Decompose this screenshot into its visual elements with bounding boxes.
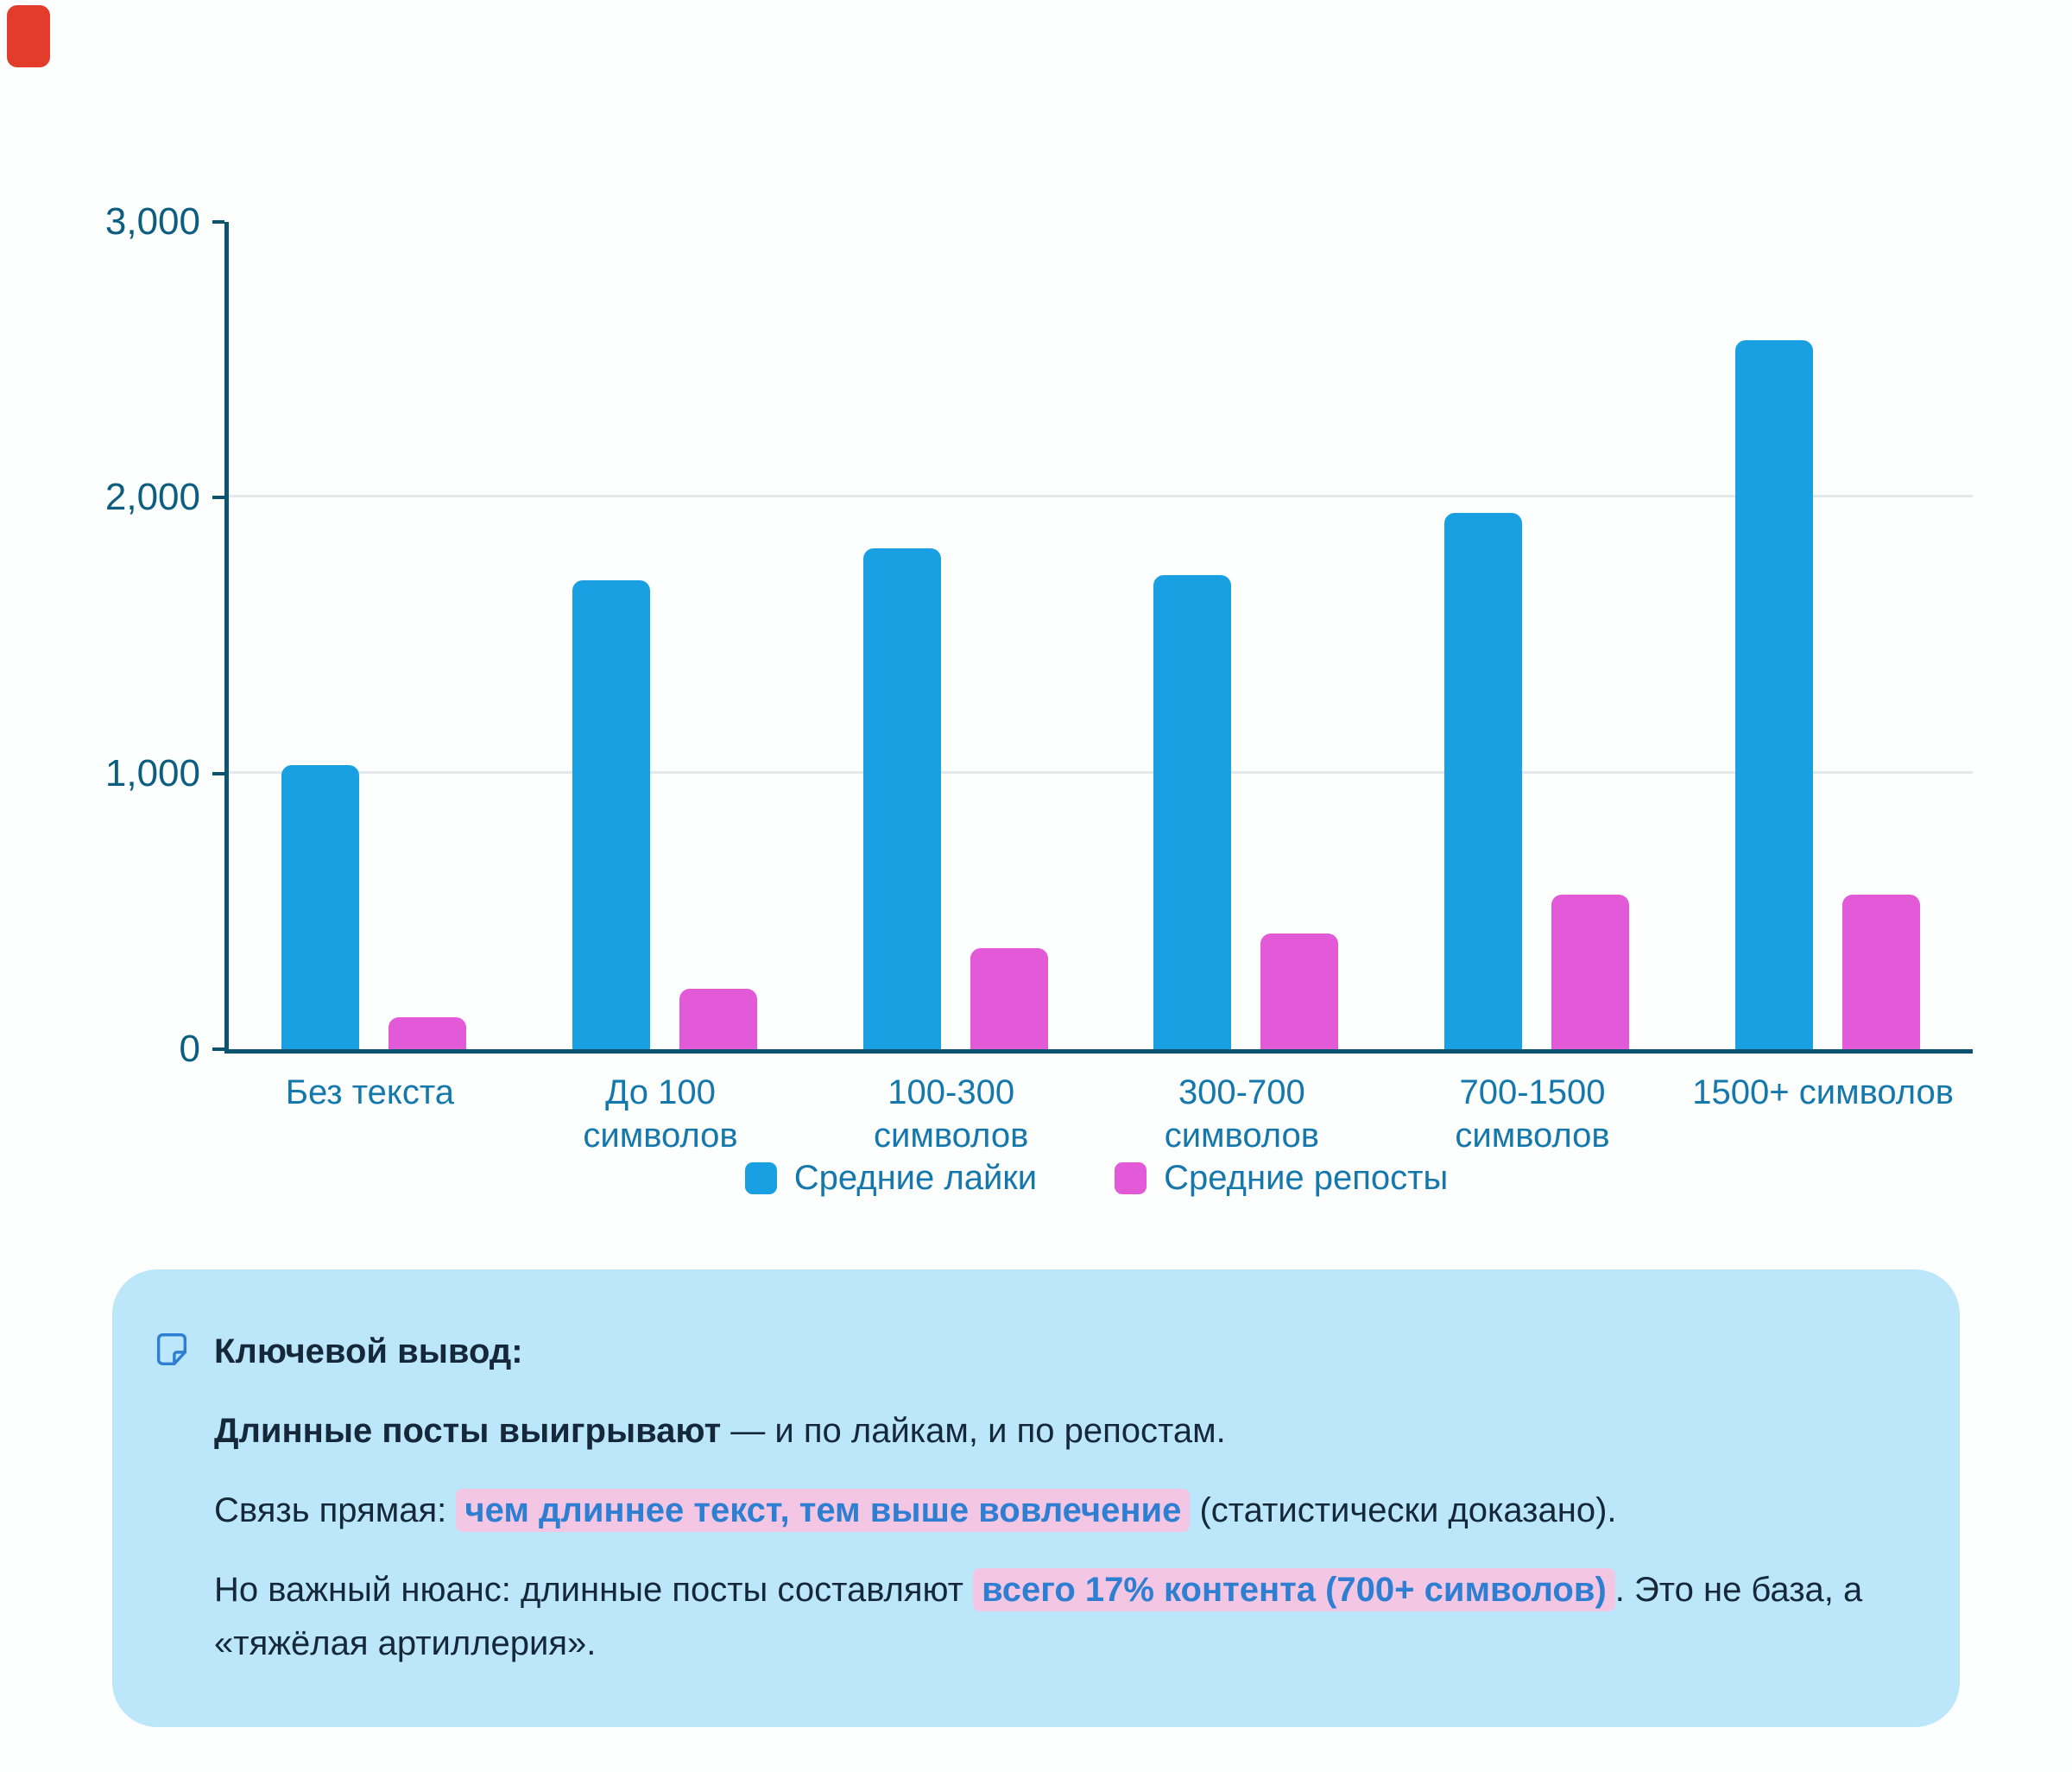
callout-body: Ключевой вывод: Длинные посты выигрывают… xyxy=(214,1325,1882,1670)
callout-paragraph-1: Длинные посты выигрывают — и по лайкам, … xyxy=(214,1404,1882,1458)
bar-group xyxy=(1101,574,1392,1049)
bar-likes xyxy=(281,765,360,1049)
category-label: 1500+ символов xyxy=(1692,1073,1955,1111)
note-icon xyxy=(152,1330,192,1370)
bar-reposts xyxy=(1551,895,1630,1049)
category-label: 300-700 символов xyxy=(1164,1073,1319,1155)
legend-label-likes: Средние лайки xyxy=(793,1159,1038,1197)
y-axis-tick-label: 2,000 xyxy=(104,476,200,519)
y-axis-tick xyxy=(212,496,224,500)
bar-likes xyxy=(1444,512,1523,1049)
red-corner-mark xyxy=(7,5,50,67)
bar-likes xyxy=(862,548,941,1049)
category-label: 100-300 символов xyxy=(874,1073,1029,1155)
bar-reposts xyxy=(388,1017,467,1049)
legend-swatch-likes xyxy=(744,1162,777,1194)
callout-paragraph-2: Связь прямая: чем длиннее текст, тем выш… xyxy=(214,1484,1882,1537)
callout-p2-post: (статистически доказано). xyxy=(1190,1491,1617,1529)
highlight-17-percent: всего 17% контента (700+ символов) xyxy=(973,1568,1615,1611)
legend-item-likes: Средние лайки xyxy=(744,1159,1038,1198)
legend-label-reposts: Средние репосты xyxy=(1164,1159,1449,1197)
bar-reposts xyxy=(679,988,757,1049)
legend-swatch-reposts xyxy=(1115,1162,1147,1194)
bar-group xyxy=(810,548,1101,1049)
callout-heading: Ключевой вывод: xyxy=(214,1332,523,1370)
y-axis-tick xyxy=(212,1047,224,1051)
y-axis-tick-label: 0 xyxy=(179,1028,200,1070)
bar-group xyxy=(1392,512,1683,1049)
bar-reposts xyxy=(1841,895,1920,1049)
category-label: До 100 символов xyxy=(583,1073,738,1155)
y-axis-labels: 0 1,000 2,000 3,000 xyxy=(0,201,200,1070)
bar-group xyxy=(1682,340,1973,1049)
category-slot: 300-700 символов xyxy=(1096,1071,1387,1158)
highlight-engagement: чем длиннее текст, тем выше вовлечение xyxy=(456,1489,1191,1532)
category-label: 700-1500 символов xyxy=(1455,1073,1610,1155)
callout-p3-post: . Это не база, а «тяжёлая артиллерия». xyxy=(214,1571,1863,1662)
category-slot: 700-1500 символов xyxy=(1387,1071,1678,1158)
callout-p1-bold: Длинные посты выигрывают xyxy=(214,1412,722,1450)
key-takeaway-callout: Ключевой вывод: Длинные посты выигрывают… xyxy=(112,1269,1960,1727)
bar-likes xyxy=(1734,340,1813,1049)
callout-p1-rest: — и по лайкам, и по репостам. xyxy=(721,1412,1226,1450)
bar-groups xyxy=(229,222,1973,1049)
plot-area xyxy=(212,220,1973,1054)
legend-item-reposts: Средние репосты xyxy=(1115,1159,1448,1198)
bar-reposts xyxy=(1260,933,1339,1049)
callout-paragraph-3: Но важный нюанс: длинные посты составляю… xyxy=(214,1563,1882,1670)
y-axis-tick-label: 1,000 xyxy=(104,751,200,794)
y-axis-tick xyxy=(212,771,224,775)
category-slot: 100-300 символов xyxy=(805,1071,1096,1158)
gridline xyxy=(229,495,1973,498)
category-slot: Без текста xyxy=(224,1071,515,1158)
category-labels: Без текста До 100 символов 100-300 символо… xyxy=(224,1071,1968,1158)
callout-p2-pre: Связь прямая: xyxy=(214,1491,457,1529)
category-slot: До 100 символов xyxy=(515,1071,806,1158)
bar-group xyxy=(229,765,520,1049)
y-axis-tick-label: 3,000 xyxy=(104,200,200,243)
bar-likes xyxy=(572,580,650,1049)
bar-reposts xyxy=(970,948,1048,1049)
chart-legend: Средние лайки Средние репосты xyxy=(224,1159,1968,1198)
gridline xyxy=(229,770,1973,774)
y-axis-tick xyxy=(212,220,224,224)
category-label: Без текста xyxy=(285,1073,454,1111)
bar-group xyxy=(520,580,811,1049)
bar-likes xyxy=(1153,574,1232,1049)
category-slot: 1500+ символов xyxy=(1677,1071,1968,1158)
callout-p3-pre: Но важный нюанс: длинные посты составляю… xyxy=(214,1571,974,1609)
